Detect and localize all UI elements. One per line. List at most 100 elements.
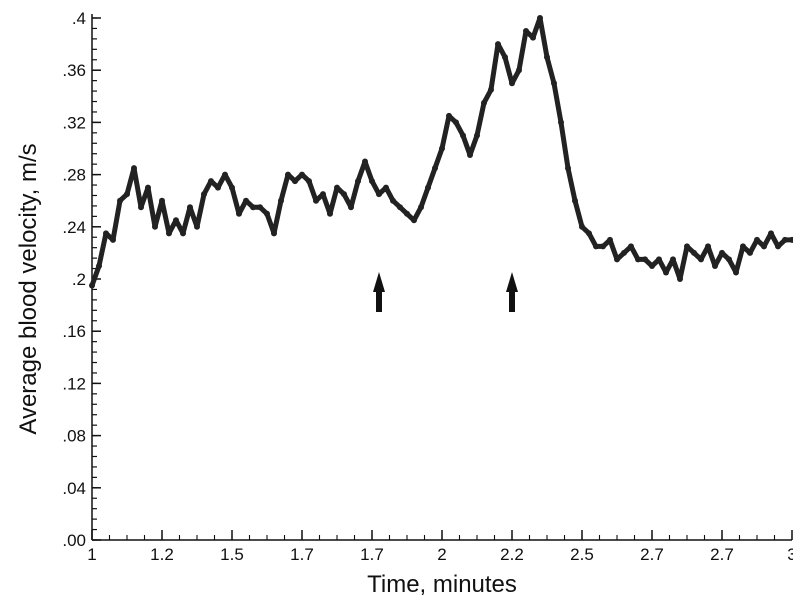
data-point [103,230,109,237]
data-point [383,184,389,191]
y-axis-title: Average blood velocity, m/s [15,143,42,434]
data-point [145,184,151,191]
data-point [488,86,494,93]
data-point [306,178,312,185]
data-point [460,132,466,139]
data-point [607,236,613,243]
x-tick-label: 2.5 [570,545,594,564]
data-point [495,41,501,48]
data-point [474,132,480,139]
data-point [544,54,550,61]
y-tick-label: .04 [62,479,86,498]
data-point [425,184,431,191]
data-point [341,191,347,198]
data-point [348,204,354,211]
data-point [278,197,284,204]
data-point [579,223,585,230]
data-point [698,256,704,263]
data-point [397,204,403,211]
y-tick-label: .12 [62,374,86,393]
x-tick-label: 2.7 [710,545,734,564]
data-point [782,236,788,243]
data-point [299,171,305,178]
data-point [663,269,669,276]
data-point [523,28,529,35]
x-ticks: 1 1.2 1.5 1.7 1.7 2 2.2 2.5 2.7 2.7 3 [87,530,793,564]
data-point [271,230,277,237]
data-point [754,236,760,243]
y-tick-label: .16 [62,322,86,341]
annotations [373,272,518,312]
data-point [516,67,522,74]
y-tick-label: .32 [62,113,86,132]
data-point [208,178,214,185]
data-point [719,249,725,256]
arrow-marker [373,272,385,312]
data-point [502,54,508,61]
data-point [628,243,634,250]
data-point [467,152,473,159]
data-point [376,191,382,198]
x-tick-label: 1.2 [150,545,174,564]
x-tick-label: 3 [787,545,793,564]
data-point [222,171,228,178]
x-tick-label: 1.5 [220,545,244,564]
y-ticks: .00 .04 .08 .12 .16 .2 .24 .28 .32 .36 .4 [62,9,101,550]
data-point [726,256,732,263]
data-point [684,243,690,250]
data-point [264,210,270,217]
data-point [138,204,144,211]
data-point [530,34,536,41]
x-tick-label: 1.7 [360,545,384,564]
data-point [733,269,739,276]
y-tick-label: .36 [62,61,86,80]
data-point [551,80,557,87]
x-tick-label: 2 [437,545,446,564]
plot-area [89,15,793,289]
data-point [642,256,648,263]
data-point [768,230,774,237]
data-point [285,171,291,178]
data-point [740,243,746,250]
data-point [439,145,445,152]
data-point [418,204,424,211]
data-point [761,243,767,250]
data-point [194,223,200,230]
data-point [649,262,655,269]
arrow-marker [506,272,518,312]
data-point [110,236,116,243]
data-point [572,197,578,204]
x-tick-label: 2.7 [640,545,664,564]
data-point [131,165,137,172]
data-point [229,184,235,191]
data-point [712,262,718,269]
data-point [390,197,396,204]
y-tick-label: .4 [72,9,86,28]
data-point [180,230,186,237]
data-point [411,217,417,224]
data-point [152,223,158,230]
data-point [124,191,130,198]
data-point [432,165,438,172]
data-point [355,178,361,185]
data-point [257,204,263,211]
data-point [334,184,340,191]
data-point [481,99,487,106]
data-point [747,249,753,256]
data-point [670,256,676,263]
data-point [586,230,592,237]
x-tick-label: 1 [87,545,96,564]
data-point [201,191,207,198]
data-point [614,256,620,263]
data-point [691,249,697,256]
data-point [362,158,368,165]
data-point [320,191,326,198]
data-point [117,197,123,204]
y-tick-label: .08 [62,427,86,446]
data-point [243,197,249,204]
x-axis-title: Time, minutes [367,571,517,598]
x-tick-label: 1.7 [290,545,314,564]
y-tick-label: .2 [72,270,86,289]
data-point [558,119,564,126]
data-point [453,119,459,126]
